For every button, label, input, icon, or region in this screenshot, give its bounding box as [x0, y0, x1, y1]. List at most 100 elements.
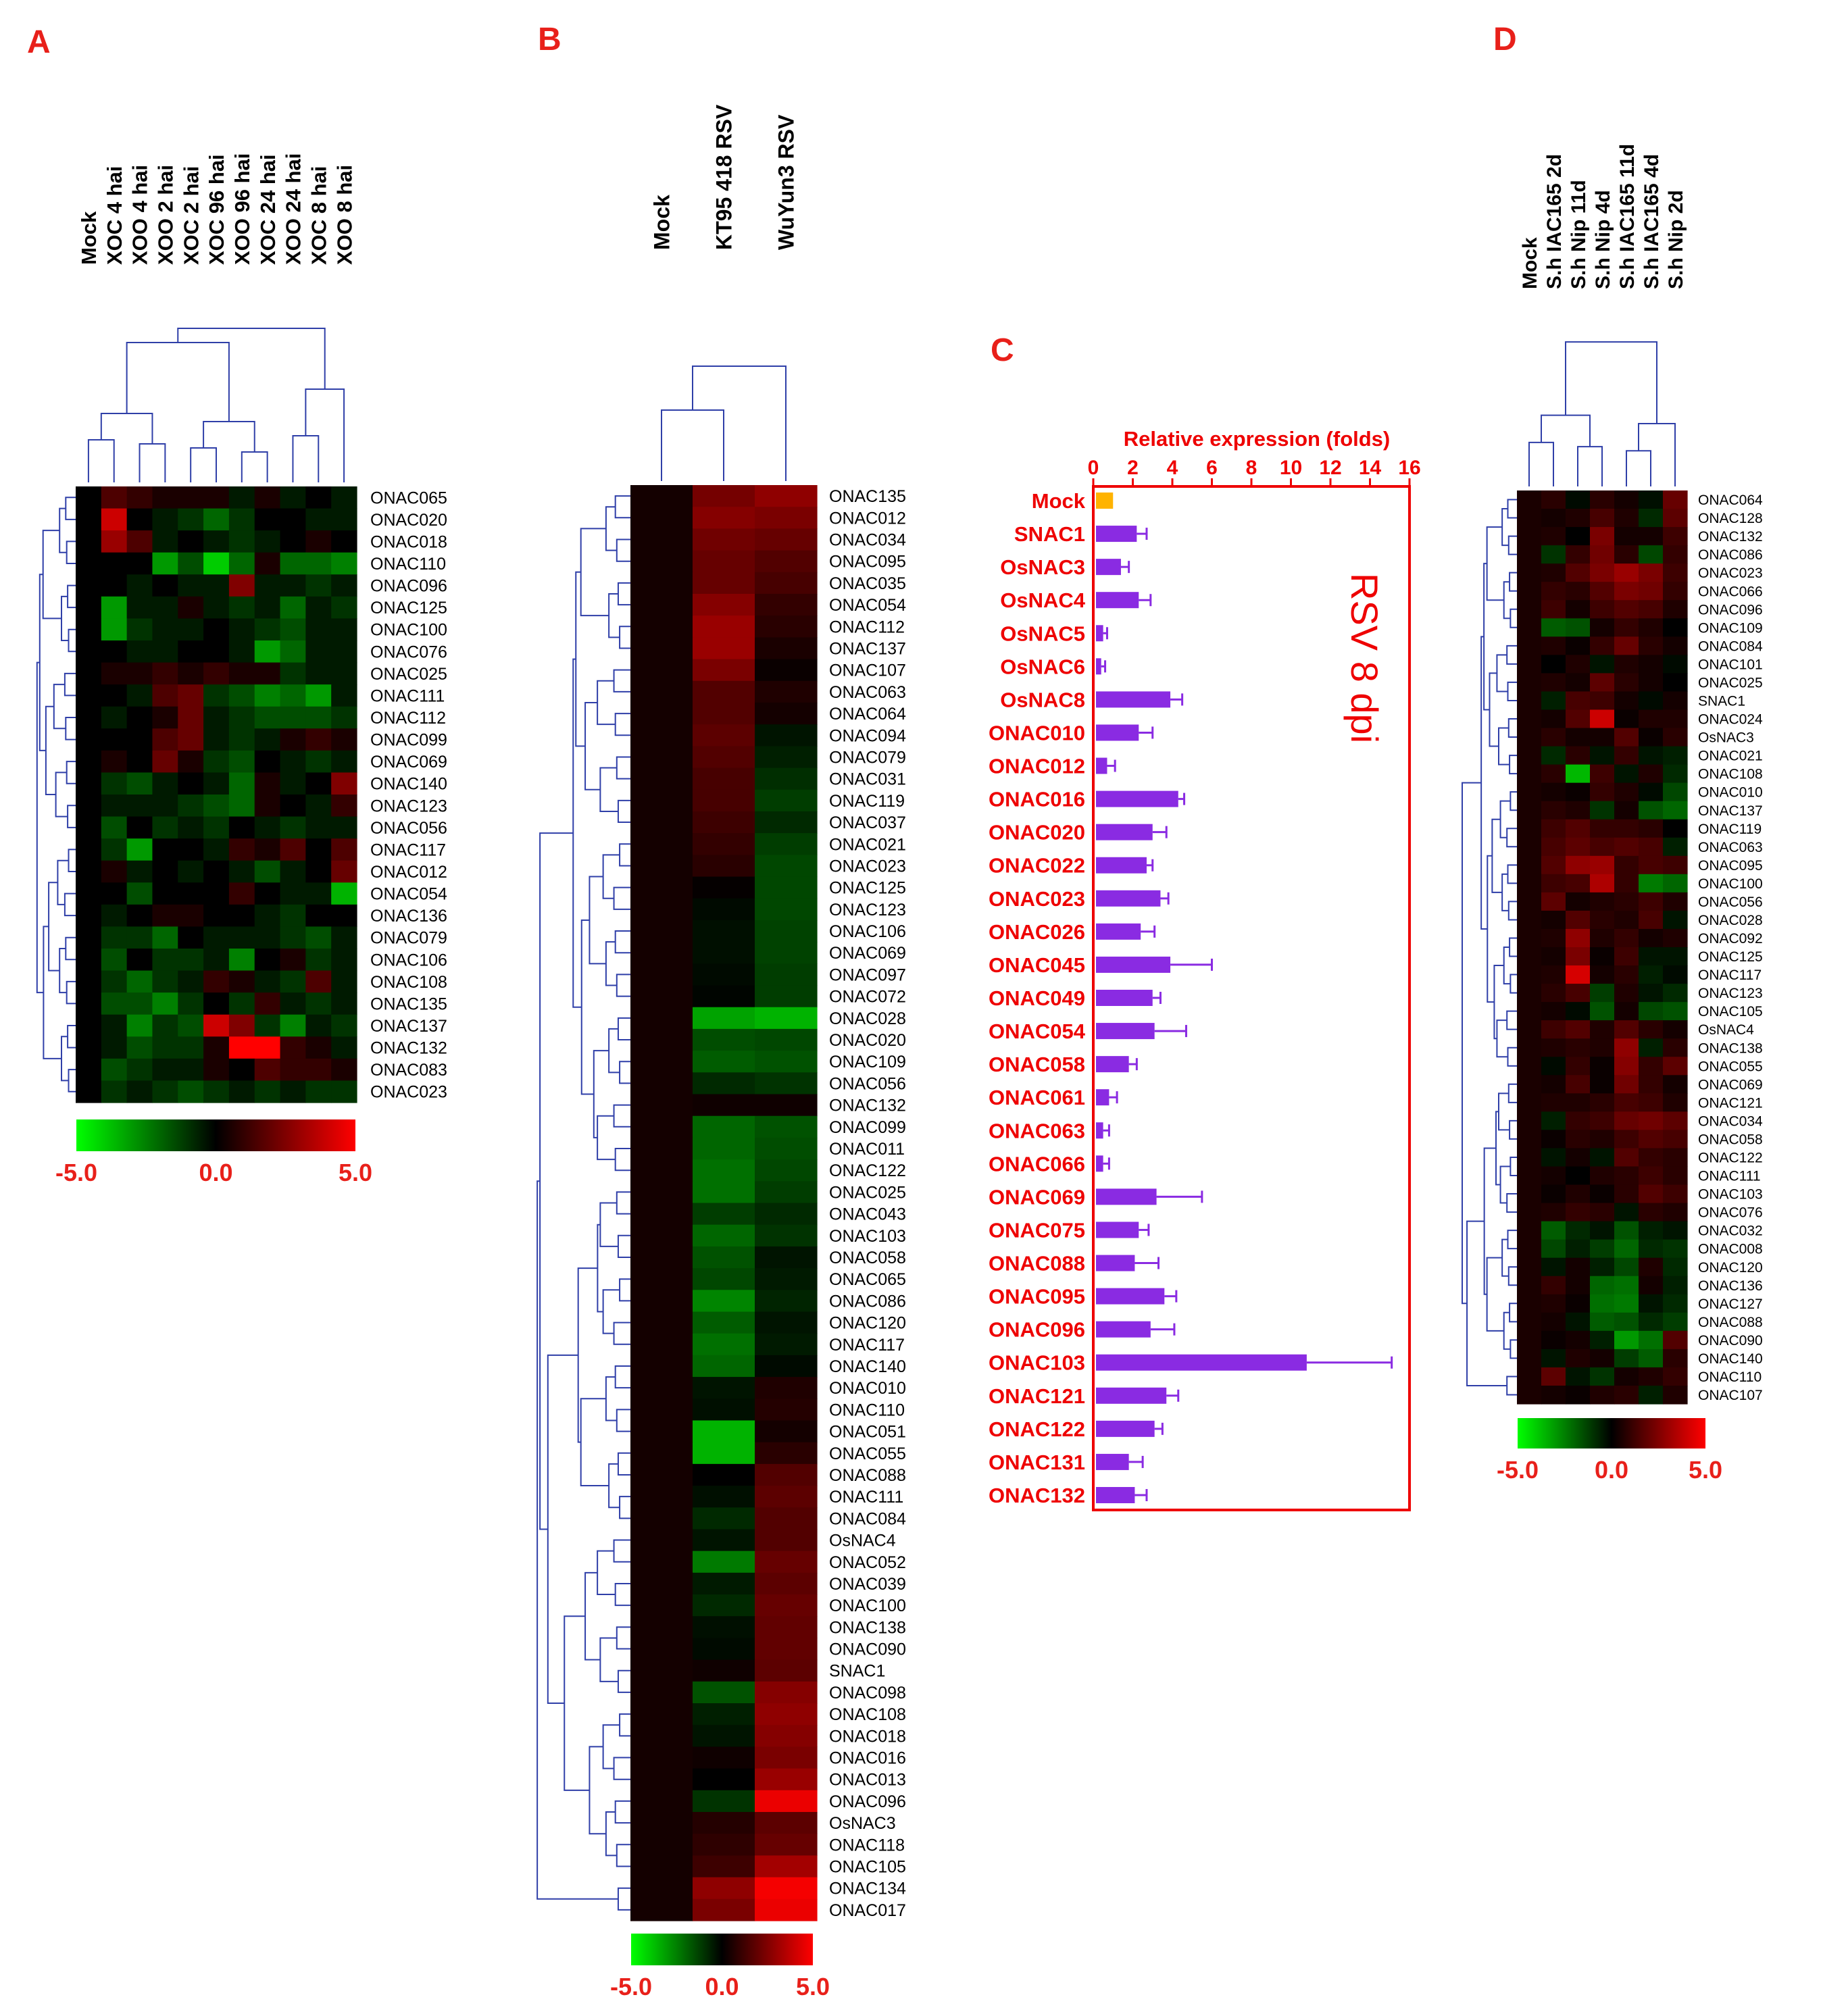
heatmap-a-cell-r26-c8 [280, 1058, 306, 1082]
heatmap-d-row-dendrogram-branch-22 [1509, 1303, 1517, 1323]
heatmap-d-cell-r26-c4 [1614, 965, 1639, 984]
heatmap-b-row-label: ONAC125 [829, 879, 906, 898]
heatmap-d-cell-r36-c5 [1639, 1148, 1664, 1167]
heatmap-d-cell-r24-c4 [1614, 928, 1639, 948]
heatmap-a-cell-r6-c0 [76, 618, 102, 641]
heatmap-d-cell-r12-c5 [1639, 709, 1664, 729]
heatmap-d-cell-r49-c3 [1590, 1385, 1615, 1405]
heatmap-b-cell-r33-c2 [755, 1203, 818, 1226]
heatmap-a-row-label: ONAC023 [370, 1083, 447, 1102]
heatmap-d-cell-r2-c0 [1517, 527, 1542, 546]
heatmap-a-cell-r7-c3 [152, 640, 178, 663]
heatmap-a-cell-r10-c1 [101, 706, 128, 729]
heatmap-d-cell-r9-c1 [1541, 655, 1566, 674]
heatmap-a-cell-r27-c0 [76, 1080, 102, 1103]
heatmap-d-row-dendrogram-branch-23 [1510, 1339, 1517, 1359]
heatmap-d-row-dendrogram-branch-1 [1507, 535, 1517, 555]
heatmap-a-cell-r23-c2 [126, 992, 153, 1015]
heatmap-b-row-label: OsNAC3 [829, 1814, 896, 1833]
heatmap-a-cell-r1-c9 [305, 508, 332, 531]
heatmap-d-cell-r25-c0 [1517, 947, 1542, 966]
heatmap-b-row-label: ONAC135 [829, 487, 906, 506]
heatmap-b-row-dendrogram-branch-56 [589, 1746, 606, 1835]
heatmap-b-row-dendrogram-branch-52 [593, 1050, 609, 1138]
heatmap-a-cell-r0-c5 [203, 486, 230, 509]
heatmap-d-cell-r22-c6 [1663, 892, 1688, 911]
heatmap-a-cell-r17-c3 [152, 860, 178, 883]
heatmap-d-cell-r17-c5 [1639, 801, 1664, 820]
heatmap-d-row-label: ONAC109 [1698, 620, 1763, 636]
heatmap-d-cell-r38-c6 [1663, 1184, 1688, 1204]
heatmap-a-cell-r15-c9 [305, 816, 332, 839]
category-label: ONAC095 [989, 1285, 1085, 1309]
heatmap-a-cell-r6-c7 [254, 618, 281, 641]
heatmap-b-cell-r4-c1 [693, 572, 755, 595]
heatmap-b-cell-r29-c1 [693, 1115, 755, 1138]
bar [1096, 493, 1114, 509]
heatmap-b-row-dendrogram-branch-40 [597, 1115, 616, 1161]
heatmap-a-row-label: ONAC108 [370, 973, 447, 992]
heatmap-b-cell-r27-c2 [755, 1072, 818, 1095]
heatmap-a-cell-r8-c0 [76, 662, 102, 685]
heatmap-b-row-dendrogram-branch-15 [614, 1148, 630, 1171]
heatmap-d-cell-r9-c3 [1590, 655, 1615, 674]
heatmap-a-cell-r6-c10 [331, 618, 357, 641]
heatmap-d-row-dendrogram-branch-42 [1486, 1257, 1504, 1332]
heatmap-d-cell-r44-c2 [1566, 1294, 1591, 1313]
heatmap-d-row-dendrogram-branch-9 [1506, 828, 1517, 848]
heatmap-b-row-label: ONAC011 [829, 1140, 905, 1159]
heatmap-d-cell-r42-c5 [1639, 1257, 1664, 1277]
heatmap-a-cell-r18-c10 [331, 882, 357, 905]
heatmap-d-cell-r48-c5 [1639, 1367, 1664, 1386]
heatmap-d-row-dendrogram-branch-4 [1506, 645, 1517, 665]
heatmap-d-cell-r47-c4 [1614, 1349, 1639, 1368]
heatmap-b-row-dendrogram-branch-36 [599, 767, 618, 812]
heatmap-d-cell-r30-c4 [1614, 1038, 1639, 1057]
heatmap-a-cell-r0-c0 [76, 486, 102, 509]
category-label: SNAC1 [1014, 522, 1085, 546]
heatmap-b-cell-r49-c1 [693, 1551, 755, 1573]
heatmap-b-cell-r8-c1 [693, 659, 755, 682]
heatmap-d-cell-r8-c6 [1663, 636, 1688, 655]
heatmap-a-row-label: ONAC012 [370, 863, 447, 882]
heatmap-b-row-label: ONAC084 [829, 1509, 906, 1528]
category-label: ONAC069 [989, 1185, 1085, 1209]
heatmap-a-cell-r15-c8 [280, 816, 306, 839]
heatmap-d-cell-r41-c0 [1517, 1239, 1542, 1259]
heatmap-b-row-label: ONAC112 [829, 618, 905, 636]
heatmap-d-cell-r48-c6 [1663, 1367, 1688, 1386]
heatmap-d-cell-r25-c4 [1614, 947, 1639, 966]
heatmap-d-cell-r4-c0 [1517, 563, 1542, 582]
heatmap-d-row-dendrogram-branch-14 [1506, 1010, 1517, 1030]
bar [1096, 1122, 1103, 1139]
bar [1096, 1089, 1109, 1106]
heatmap-b-cell-r12-c0 [630, 746, 693, 769]
heatmap-b-cell-r8-c0 [630, 659, 693, 682]
heatmap-d-cell-r8-c5 [1639, 636, 1664, 655]
heatmap-d-cell-r14-c1 [1541, 746, 1566, 765]
heatmap-d-cell-r15-c1 [1541, 764, 1566, 784]
heatmap-a-cell-r19-c4 [178, 904, 204, 928]
heatmap-a-cell-r24-c4 [178, 1014, 204, 1037]
heatmap-d-cell-r6-c0 [1517, 600, 1542, 619]
heatmap-b-cell-r18-c2 [755, 876, 818, 899]
category-label: Mock [1032, 489, 1086, 513]
heatmap-b-row-dendrogram-branch-45 [597, 1550, 616, 1596]
heatmap-d-cell-r13-c4 [1614, 728, 1639, 747]
heatmap-a-cell-r17-c1 [101, 860, 128, 883]
heatmap-b-cell-r65-c0 [630, 1898, 693, 1921]
heatmap-a-cell-r21-c0 [76, 949, 102, 972]
heatmap-d-cell-r10-c0 [1517, 673, 1542, 692]
heatmap-d-row-dendrogram-branch-0 [1507, 499, 1517, 519]
heatmap-b-cell-r50-c0 [630, 1572, 693, 1595]
category-label: ONAC023 [989, 887, 1085, 911]
heatmap-d-cell-r3-c0 [1517, 545, 1542, 564]
heatmap-a-cell-r13-c4 [178, 772, 204, 795]
heatmap-b-row-label: ONAC137 [829, 639, 906, 658]
heatmap-b-row-label: ONAC012 [829, 509, 906, 528]
heatmap-b-cell-r11-c2 [755, 724, 818, 747]
heatmap-b-cell-r6-c0 [630, 615, 693, 638]
heatmap-d-cell-r35-c6 [1663, 1130, 1688, 1149]
bar [1096, 658, 1101, 675]
bar [1096, 824, 1153, 840]
